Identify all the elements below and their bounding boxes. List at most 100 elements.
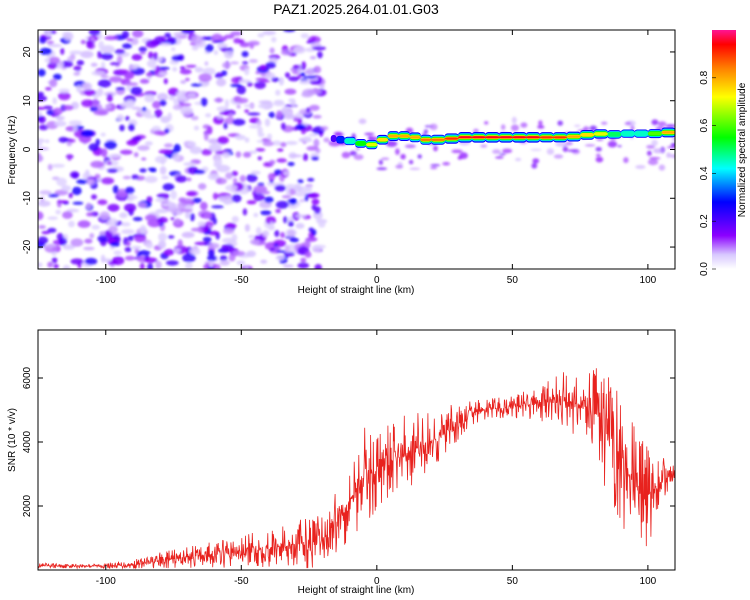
noise-blob bbox=[93, 110, 108, 116]
noise-blob bbox=[341, 151, 351, 159]
noise-blob bbox=[155, 65, 160, 74]
noise-blob bbox=[480, 144, 488, 148]
noise-blob bbox=[224, 99, 229, 108]
noise-blob bbox=[225, 172, 233, 180]
colorbar-tick-label: 0.4 bbox=[699, 166, 710, 180]
noise-blob bbox=[502, 148, 513, 154]
bottom-x-axis-label: Height of straight line (km) bbox=[298, 585, 415, 596]
noise-blob bbox=[248, 234, 255, 239]
noise-blob bbox=[260, 210, 272, 216]
noise-blob bbox=[283, 216, 288, 224]
noise-blob bbox=[148, 51, 154, 60]
noise-blob bbox=[49, 44, 62, 48]
noise-blob bbox=[219, 260, 230, 266]
noise-blob bbox=[85, 202, 92, 210]
noise-blob bbox=[510, 124, 520, 132]
track-segment bbox=[458, 136, 473, 139]
noise-blob bbox=[244, 109, 250, 114]
noise-blob bbox=[207, 138, 220, 144]
noise-blob bbox=[304, 239, 311, 248]
noise-blob bbox=[47, 227, 57, 233]
track-segment bbox=[593, 132, 608, 136]
bottom-y-ticks: 2000 4000 6000 bbox=[22, 366, 675, 517]
track-segment bbox=[634, 131, 649, 136]
noise-blob bbox=[671, 136, 675, 142]
noise-blob bbox=[311, 156, 319, 161]
noise-blob bbox=[216, 115, 224, 119]
noise-blob bbox=[200, 97, 208, 107]
noise-blob bbox=[231, 170, 238, 177]
noise-blob bbox=[376, 167, 388, 171]
noise-blob bbox=[101, 148, 108, 158]
noise-blob bbox=[56, 200, 69, 204]
noise-blob bbox=[174, 248, 181, 253]
noise-blob bbox=[213, 97, 224, 103]
noise-blob bbox=[231, 216, 239, 223]
noise-blob bbox=[236, 85, 246, 95]
noise-blob bbox=[237, 97, 249, 104]
noise-blob bbox=[81, 83, 90, 89]
y-tick-label: 20 bbox=[22, 46, 33, 58]
noise-blob bbox=[126, 139, 139, 146]
noise-blob bbox=[141, 107, 147, 112]
noise-blob bbox=[139, 168, 147, 173]
noise-blob bbox=[90, 106, 98, 112]
noise-blob bbox=[651, 139, 658, 147]
noise-blob bbox=[70, 258, 84, 265]
noise-blob bbox=[208, 249, 215, 257]
noise-blob bbox=[212, 217, 217, 225]
noise-blob bbox=[308, 133, 318, 137]
noise-blob bbox=[276, 110, 283, 118]
noise-blob bbox=[91, 70, 106, 76]
noise-blob bbox=[190, 213, 195, 222]
noise-blob bbox=[333, 131, 343, 136]
noise-blob bbox=[44, 244, 57, 248]
noise-blob bbox=[247, 112, 261, 116]
noise-blob bbox=[233, 177, 238, 184]
noise-blob bbox=[179, 68, 192, 75]
x-tick-label: 100 bbox=[640, 275, 657, 286]
y-tick-label: -20 bbox=[22, 239, 33, 254]
noise-blob bbox=[98, 40, 105, 50]
noise-blob bbox=[185, 262, 193, 269]
noise-blob bbox=[186, 177, 192, 182]
noise-blob bbox=[163, 78, 168, 85]
x-tick-label: -50 bbox=[234, 275, 249, 286]
noise-blob bbox=[293, 46, 306, 54]
noise-blob bbox=[287, 229, 296, 237]
noise-blob bbox=[395, 148, 400, 156]
x-tick-label: -100 bbox=[96, 576, 116, 587]
noise-blob bbox=[378, 159, 383, 165]
noise-blob bbox=[276, 250, 288, 253]
noise-blob bbox=[238, 79, 251, 84]
noise-blob bbox=[83, 246, 95, 251]
noise-blob bbox=[306, 107, 311, 113]
noise-blob bbox=[574, 124, 581, 127]
noise-blob bbox=[38, 211, 44, 221]
top-y-axis-label: Frequency (Hz) bbox=[7, 116, 18, 185]
noise-blob bbox=[253, 185, 268, 193]
noise-blob bbox=[190, 83, 203, 87]
track-segment bbox=[661, 131, 675, 134]
noise-blob bbox=[233, 38, 242, 44]
colorbar-ticks: 0.0 0.2 0.4 0.6 0.8 bbox=[699, 70, 716, 276]
noise-blob bbox=[208, 143, 222, 152]
noise-blob bbox=[127, 197, 134, 202]
noise-blob bbox=[84, 257, 98, 265]
noise-blob bbox=[179, 66, 186, 70]
noise-blob bbox=[208, 260, 214, 268]
noise-blob bbox=[584, 144, 596, 147]
noise-blob bbox=[358, 118, 367, 125]
noise-blob bbox=[47, 261, 54, 268]
track-segment bbox=[344, 138, 356, 144]
noise-blob bbox=[139, 262, 145, 269]
noise-blob bbox=[159, 99, 167, 107]
x-tick-label: -50 bbox=[234, 576, 249, 587]
noise-blob bbox=[197, 221, 206, 227]
bottom-y-axis-label: SNR (10 * v/v) bbox=[7, 408, 18, 472]
noise-blob bbox=[284, 104, 298, 108]
noise-blob bbox=[172, 104, 183, 111]
noise-blob bbox=[670, 154, 675, 159]
noise-blob bbox=[302, 153, 309, 161]
noise-blob bbox=[520, 122, 528, 128]
